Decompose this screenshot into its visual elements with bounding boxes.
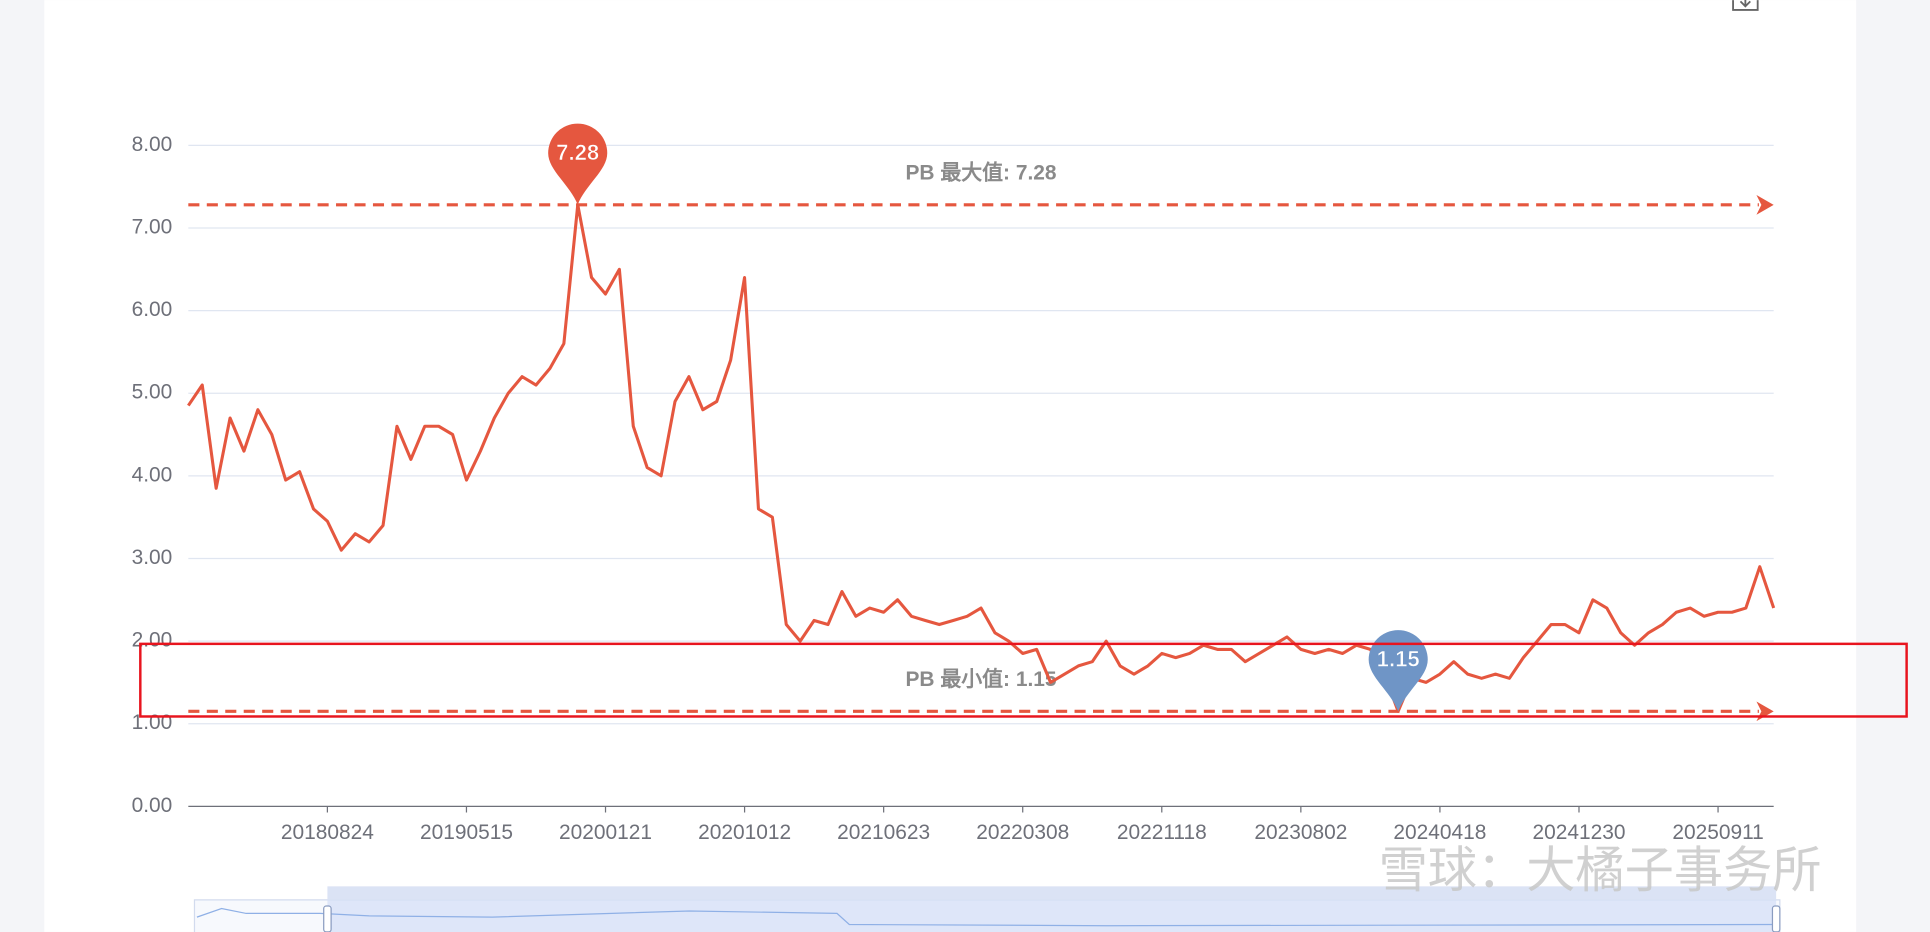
y-tick-label: 6.00 [132, 298, 173, 321]
mark-line-arrow [1756, 194, 1774, 215]
x-tick-label: 20190515 [420, 821, 513, 844]
zoom-preview [196, 907, 1773, 927]
x-tick-label: 20250911 [1672, 821, 1763, 844]
y-tick-label: 2.00 [132, 629, 173, 652]
zoom-window[interactable] [327, 899, 1777, 932]
pin-label: 1.15 [1377, 647, 1420, 672]
line-series [187, 203, 1776, 713]
download-icon[interactable] [1732, 0, 1759, 11]
x-tick-label: 20230802 [1254, 821, 1347, 844]
zoom-bar[interactable] [327, 886, 1777, 900]
y-tick-label: 4.00 [132, 463, 173, 486]
x-tick-label: 20220308 [976, 821, 1069, 844]
y-tick-label: 5.00 [132, 381, 173, 404]
mark-line-label: PB 最大值: 7.28 [905, 161, 1056, 185]
y-tick-label: 3.00 [132, 546, 173, 569]
highlight-box [139, 642, 1908, 718]
x-tick-label: 20200121 [559, 821, 652, 844]
y-tick-label: 7.00 [132, 216, 173, 239]
panel [44, 0, 1857, 932]
pin [548, 123, 608, 205]
y-tick-label: 1.00 [132, 711, 173, 734]
pin [1368, 630, 1428, 712]
x-tick-label: 20241230 [1532, 821, 1625, 844]
y-tick-label: 8.00 [132, 133, 173, 156]
pin-label: 7.28 [556, 140, 599, 165]
x-tick-label: 20221118 [1117, 821, 1207, 844]
zoom-handle[interactable] [323, 905, 332, 932]
watermark: 雪球：大橘子事务所 [1379, 843, 1822, 898]
zoom-handle[interactable] [1771, 905, 1781, 932]
x-tick-label: 20240418 [1393, 821, 1486, 844]
data-zoom[interactable] [193, 886, 1781, 932]
x-tick-label: 20210623 [837, 821, 930, 844]
y-tick-label: 0.00 [132, 794, 173, 817]
mark-line-label: PB 最小值: 1.15 [905, 667, 1056, 691]
x-tick-label: 20180824 [281, 821, 374, 844]
x-tick-label: 20201012 [698, 821, 791, 844]
